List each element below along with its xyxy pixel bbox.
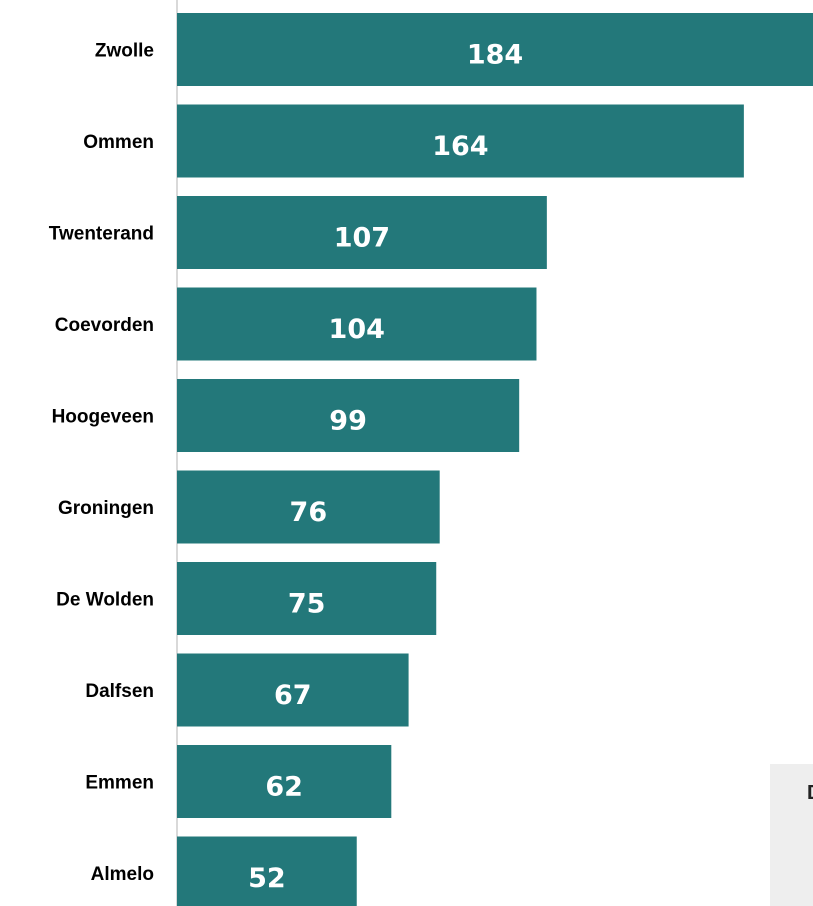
bar-almelo (177, 836, 357, 906)
category-label: Coevorden (55, 315, 154, 336)
value-label: 107 (334, 223, 390, 254)
bar-groningen (177, 470, 440, 544)
value-label: 104 (329, 314, 385, 345)
bar-emmen (177, 745, 392, 818)
bar-twenterand (177, 196, 547, 269)
bar-zwolle (177, 13, 813, 86)
value-label: 75 (288, 589, 326, 620)
bar-dalfsen (177, 653, 409, 727)
category-label: Hoogeveen (52, 407, 154, 428)
category-label: Almelo (91, 864, 154, 885)
category-labels-group: Zwolle Ommen Twenterand Coevorden Hoogeveen G… (49, 41, 154, 886)
value-label: 184 (467, 40, 523, 71)
value-labels-group: 184 164 107 104 99 76 75 67 62 52 (248, 40, 523, 895)
value-label: 76 (290, 497, 328, 528)
category-label: De Wolden (56, 590, 154, 611)
category-label: Zwolle (95, 41, 154, 62)
bar-de-wolden (177, 562, 437, 635)
bar-ommen (177, 104, 744, 178)
category-label: Groningen (58, 498, 154, 519)
bars-group (177, 13, 813, 906)
bar-coevorden (177, 287, 537, 361)
value-label: 52 (248, 863, 286, 894)
category-label: Dalfsen (85, 681, 154, 702)
category-label: Twenterand (49, 224, 154, 245)
category-label: Ommen (83, 132, 154, 153)
category-label: Emmen (85, 773, 154, 794)
value-label: 67 (274, 680, 312, 711)
overlay-box: D (770, 764, 813, 906)
value-label: 99 (329, 406, 367, 437)
bar-hoogeveen (177, 379, 520, 452)
overlay-box-text: D (807, 782, 813, 805)
value-label: 164 (432, 131, 488, 162)
value-label: 62 (265, 772, 303, 803)
